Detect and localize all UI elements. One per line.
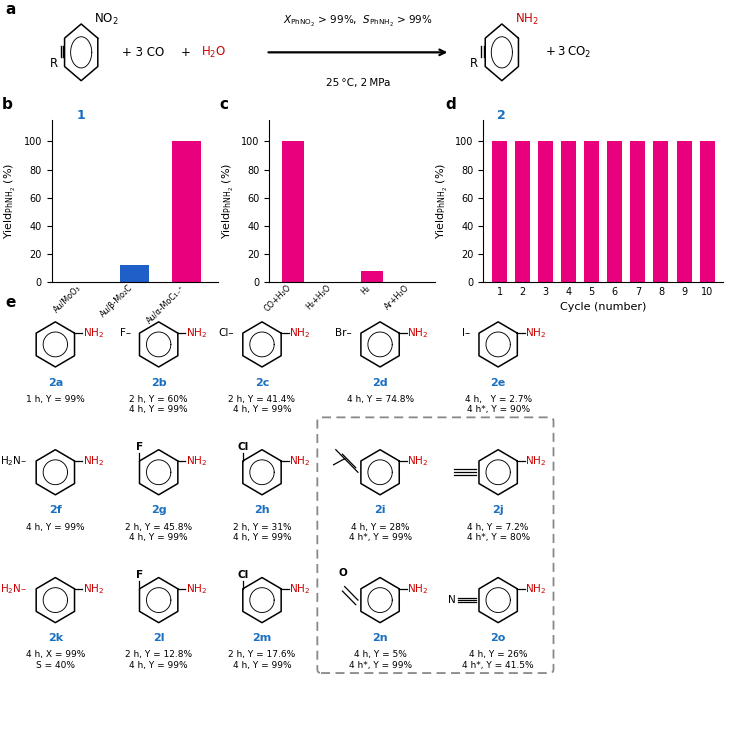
Text: 1: 1 bbox=[77, 109, 86, 122]
Text: NH$_2$: NH$_2$ bbox=[186, 326, 207, 340]
Text: NH$_2$: NH$_2$ bbox=[525, 582, 547, 596]
Text: NH$_2$: NH$_2$ bbox=[515, 12, 539, 27]
Y-axis label: Yield$_{\mathrm{PhNH_2}}$ (%): Yield$_{\mathrm{PhNH_2}}$ (%) bbox=[435, 163, 449, 239]
Text: 2 h, Y = 41.4%
4 h, Y = 99%: 2 h, Y = 41.4% 4 h, Y = 99% bbox=[229, 395, 295, 414]
Text: 25 °C, 2 MPa: 25 °C, 2 MPa bbox=[325, 78, 390, 88]
Bar bbox=[653, 141, 669, 282]
Text: H$_2$O: H$_2$O bbox=[201, 45, 226, 60]
Text: O: O bbox=[339, 568, 348, 578]
Text: 2b: 2b bbox=[151, 378, 167, 387]
Text: 2i: 2i bbox=[374, 505, 386, 515]
Text: 4 h, Y = 28%
4 h*, Y = 99%: 4 h, Y = 28% 4 h*, Y = 99% bbox=[348, 523, 412, 542]
Text: 4 h, Y = 99%: 4 h, Y = 99% bbox=[26, 523, 85, 532]
Text: NH$_2$: NH$_2$ bbox=[289, 582, 311, 596]
Text: NH$_2$: NH$_2$ bbox=[186, 454, 207, 468]
X-axis label: Cycle (number): Cycle (number) bbox=[560, 302, 646, 312]
Text: Cl: Cl bbox=[237, 442, 249, 452]
Text: 2 h, Y = 31%
4 h, Y = 99%: 2 h, Y = 31% 4 h, Y = 99% bbox=[232, 523, 292, 542]
Text: 2 h, Y = 17.6%
4 h, Y = 99%: 2 h, Y = 17.6% 4 h, Y = 99% bbox=[228, 650, 296, 670]
Text: 4 h,   Y = 2.7%
4 h*, Y = 90%: 4 h, Y = 2.7% 4 h*, Y = 90% bbox=[465, 395, 531, 414]
Text: Cl: Cl bbox=[237, 570, 249, 580]
Text: F: F bbox=[136, 442, 143, 452]
Text: NH$_2$: NH$_2$ bbox=[407, 582, 429, 596]
Text: I–: I– bbox=[462, 328, 470, 338]
Text: H$_2$N–: H$_2$N– bbox=[0, 582, 27, 596]
Text: e: e bbox=[5, 295, 15, 310]
Text: NH$_2$: NH$_2$ bbox=[83, 326, 104, 340]
Text: 2 h, Y = 12.8%
4 h, Y = 99%: 2 h, Y = 12.8% 4 h, Y = 99% bbox=[125, 650, 192, 670]
Text: 4 h, Y = 7.2%
4 h*, Y = 80%: 4 h, Y = 7.2% 4 h*, Y = 80% bbox=[466, 523, 530, 542]
Text: + 3 CO: + 3 CO bbox=[122, 46, 164, 59]
Bar bbox=[492, 141, 507, 282]
Bar bbox=[700, 141, 714, 282]
Text: 2k: 2k bbox=[48, 633, 63, 643]
Text: a: a bbox=[5, 2, 15, 17]
Text: H$_2$N–: H$_2$N– bbox=[0, 454, 27, 468]
Text: 2 h, Y = 45.8%
4 h, Y = 99%: 2 h, Y = 45.8% 4 h, Y = 99% bbox=[125, 523, 192, 542]
Text: 2c: 2c bbox=[255, 378, 269, 387]
Text: 2e: 2e bbox=[491, 378, 506, 387]
Text: NH$_2$: NH$_2$ bbox=[186, 582, 207, 596]
Bar bbox=[362, 271, 383, 282]
Bar bbox=[607, 141, 622, 282]
Text: NH$_2$: NH$_2$ bbox=[525, 454, 547, 468]
Text: 2g: 2g bbox=[151, 505, 167, 515]
Text: 2m: 2m bbox=[252, 633, 272, 643]
Text: +: + bbox=[181, 46, 191, 59]
Y-axis label: Yield$_{\mathrm{PhNH_2}}$ (%): Yield$_{\mathrm{PhNH_2}}$ (%) bbox=[3, 163, 18, 239]
Text: 2f: 2f bbox=[49, 505, 62, 515]
Text: 1 h, Y = 99%: 1 h, Y = 99% bbox=[26, 395, 85, 404]
Bar bbox=[561, 141, 576, 282]
Text: $X_{\rm PhNO_2}$ > 99%,  $S_{\rm PhNH_2}$ > 99%: $X_{\rm PhNO_2}$ > 99%, $S_{\rm PhNH_2}$… bbox=[283, 14, 432, 29]
Text: + 3 CO$_2$: + 3 CO$_2$ bbox=[545, 45, 590, 60]
Text: 4 h, Y = 5%
4 h*, Y = 99%: 4 h, Y = 5% 4 h*, Y = 99% bbox=[348, 650, 412, 670]
Bar bbox=[630, 141, 646, 282]
Text: 4 h, Y = 26%
4 h*, Y = 41.5%: 4 h, Y = 26% 4 h*, Y = 41.5% bbox=[462, 650, 534, 670]
Text: 2 h, Y = 60%
4 h, Y = 99%: 2 h, Y = 60% 4 h, Y = 99% bbox=[129, 395, 188, 414]
Text: d: d bbox=[445, 97, 456, 112]
Text: R: R bbox=[470, 56, 478, 70]
Text: c: c bbox=[220, 97, 229, 112]
Text: F–: F– bbox=[120, 328, 131, 338]
Text: b: b bbox=[1, 97, 13, 112]
Text: 2n: 2n bbox=[372, 633, 388, 643]
Text: NH$_2$: NH$_2$ bbox=[407, 454, 429, 468]
Text: NH$_2$: NH$_2$ bbox=[83, 454, 104, 468]
Bar bbox=[282, 141, 304, 282]
Bar bbox=[120, 265, 149, 282]
Text: NH$_2$: NH$_2$ bbox=[83, 582, 104, 596]
Text: N: N bbox=[448, 595, 456, 605]
Text: NH$_2$: NH$_2$ bbox=[289, 326, 311, 340]
Bar bbox=[677, 141, 692, 282]
Text: 2l: 2l bbox=[153, 633, 165, 643]
Text: 2j: 2j bbox=[492, 505, 504, 515]
Text: 4 h, X = 99%
S = 40%: 4 h, X = 99% S = 40% bbox=[26, 650, 85, 670]
Text: 2o: 2o bbox=[491, 633, 506, 643]
Text: NO$_2$: NO$_2$ bbox=[94, 12, 119, 27]
Text: NH$_2$: NH$_2$ bbox=[289, 454, 311, 468]
Text: R: R bbox=[49, 56, 58, 70]
Bar bbox=[584, 141, 599, 282]
Bar bbox=[538, 141, 554, 282]
Text: Cl–: Cl– bbox=[218, 328, 234, 338]
Text: F: F bbox=[136, 570, 143, 580]
Text: 2a: 2a bbox=[48, 378, 63, 387]
Y-axis label: Yield$_{\mathrm{PhNH_2}}$ (%): Yield$_{\mathrm{PhNH_2}}$ (%) bbox=[221, 163, 235, 239]
Text: NH$_2$: NH$_2$ bbox=[525, 326, 547, 340]
Text: Br–: Br– bbox=[335, 328, 352, 338]
Text: 2d: 2d bbox=[372, 378, 388, 387]
Text: 2: 2 bbox=[497, 109, 506, 122]
Text: NH$_2$: NH$_2$ bbox=[407, 326, 429, 340]
Text: 4 h, Y = 74.8%: 4 h, Y = 74.8% bbox=[347, 395, 413, 404]
Bar bbox=[515, 141, 530, 282]
Text: 2h: 2h bbox=[254, 505, 270, 515]
Bar bbox=[172, 141, 201, 282]
